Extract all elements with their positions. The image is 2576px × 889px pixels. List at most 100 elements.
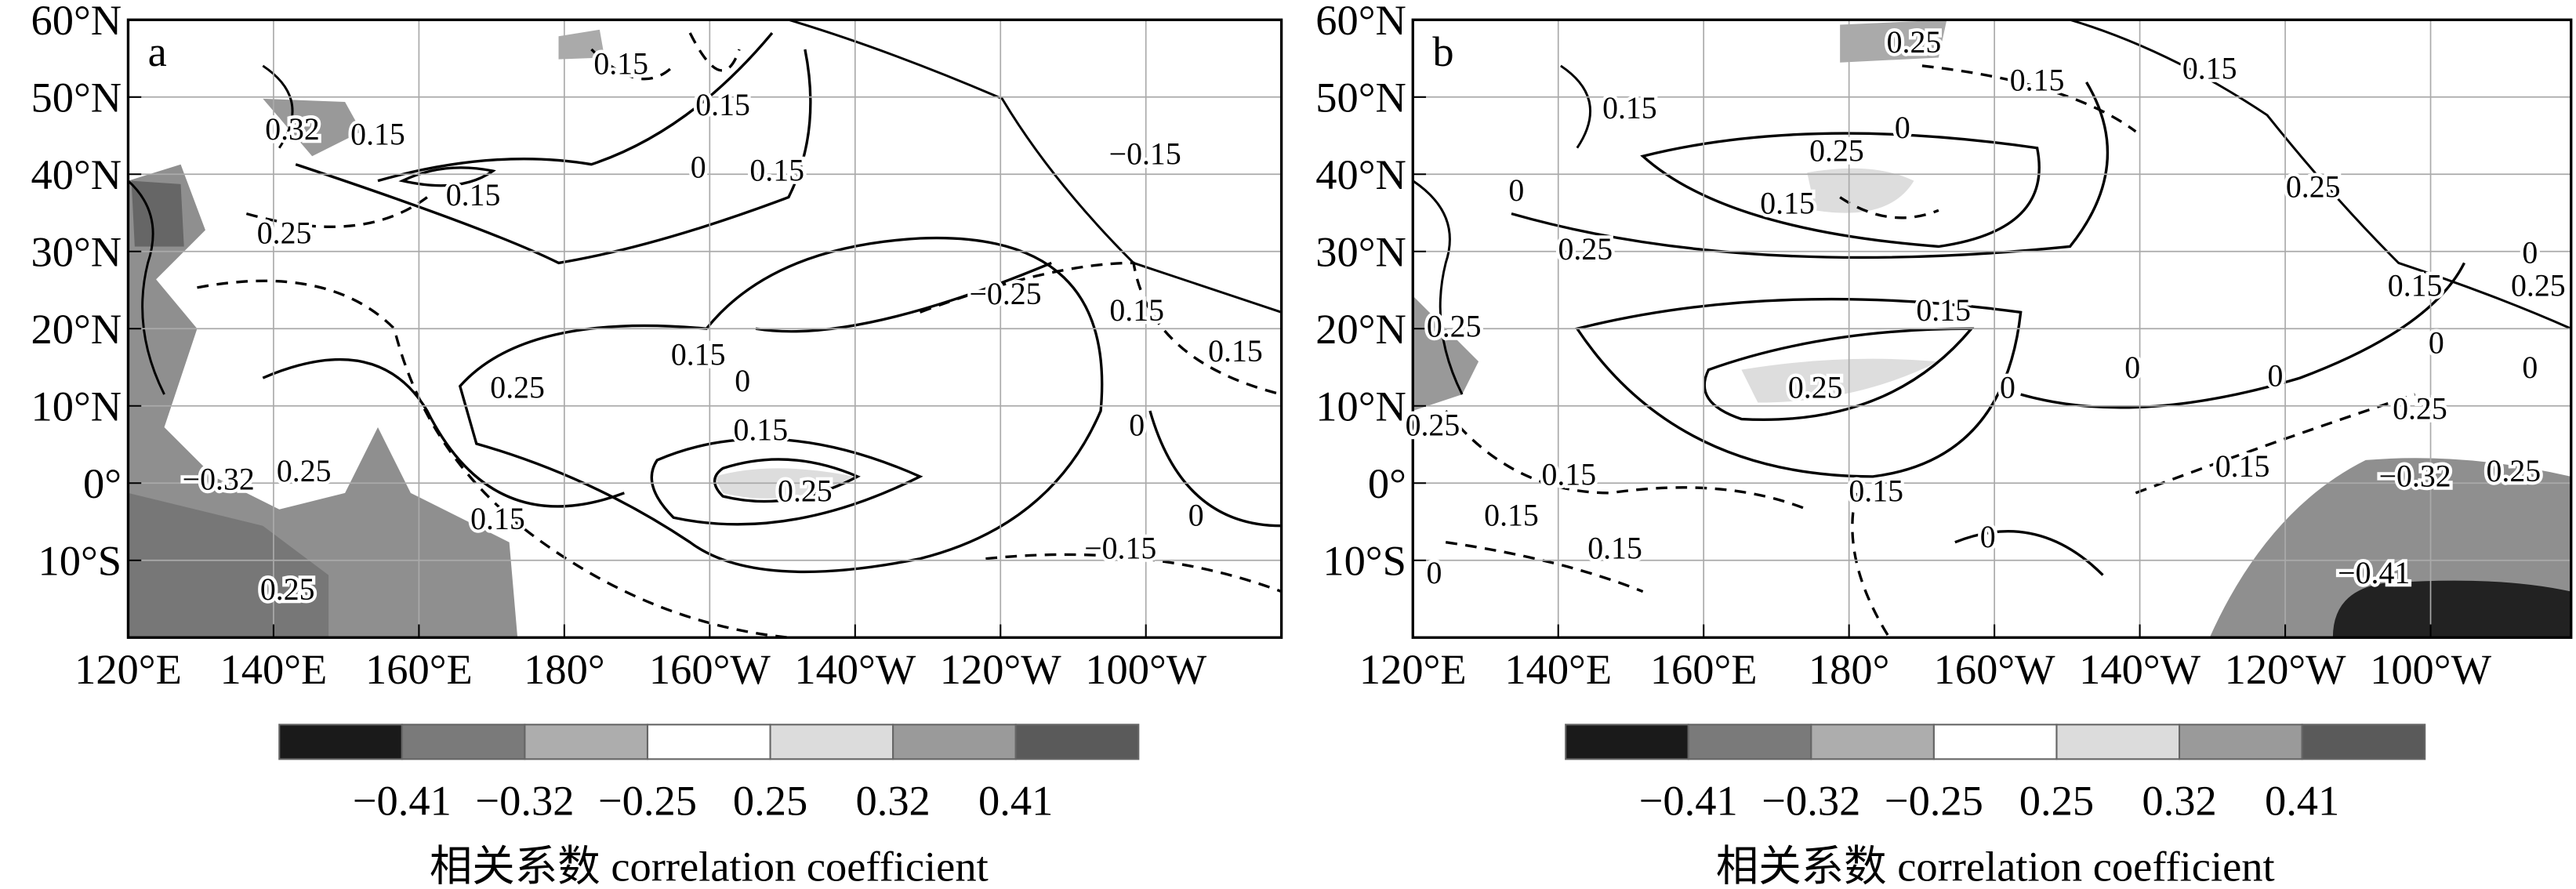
contour-label: 0	[1895, 111, 1910, 145]
contour-label: 0.15	[733, 413, 788, 448]
colorbar-box	[401, 724, 526, 760]
panel-label: b	[1432, 27, 1453, 75]
lat-tick-label: 50°N	[31, 74, 122, 122]
lon-tick-label: 120°E	[1359, 645, 1467, 693]
contour-label: 0.15	[2010, 63, 2065, 97]
contour-label: 0.25	[260, 572, 315, 607]
contour-label: 0	[2522, 235, 2538, 270]
colorbar-box	[1014, 724, 1140, 760]
contour-label: −0.41	[2338, 556, 2410, 590]
lat-tick-label: 10°N	[31, 383, 122, 430]
contour-label: −0.32	[2379, 459, 2451, 493]
contour-label: 0	[1980, 520, 1996, 554]
lon-tick-label: 120°W	[940, 645, 1061, 693]
lat-tick-label: 60°N	[31, 0, 122, 44]
lat-tick-label: 10°S	[1322, 537, 1406, 585]
contour-label: 0	[2429, 326, 2444, 361]
colorbar-label: 0.32	[855, 777, 930, 825]
contour-label: 0	[2000, 370, 2015, 405]
contour-label: 0.15	[1484, 499, 1539, 533]
lat-tick-label: 30°N	[31, 228, 122, 276]
lon-tick-label: 100°W	[2370, 645, 2491, 693]
colorbar-label: 0.41	[2265, 777, 2339, 825]
contour-label: 0.15	[1760, 187, 1815, 221]
contour-label: 0.25	[257, 216, 312, 250]
contour-label: 0	[1129, 408, 1145, 442]
colorbar-label: 0.25	[2019, 777, 2094, 825]
colorbar-label: −0.41	[1639, 777, 1738, 825]
contour-label: 0	[1188, 499, 1204, 533]
map-frame	[1411, 18, 2573, 639]
colorbar-box	[1810, 724, 1935, 760]
lon-tick-label: 160°E	[365, 645, 473, 693]
contour-label: 0	[1508, 173, 1524, 208]
contour-label: −0.15	[1109, 137, 1181, 172]
contour-label: 0.15	[2388, 268, 2443, 303]
colorbar-title: 相关系数 correlation coefficient	[1716, 842, 2275, 889]
contour-label: 0.25	[1788, 370, 1843, 405]
colorbar-label: 0.32	[2142, 777, 2216, 825]
contour-label: 0.25	[2393, 392, 2447, 426]
colorbar-label: −0.32	[475, 777, 574, 825]
colorbar-box	[278, 724, 403, 760]
contour-label: 0.25	[2487, 454, 2542, 488]
colorbar-box	[524, 724, 649, 760]
colorbar-box	[1565, 724, 1689, 760]
colorbar-label: 0.25	[733, 777, 807, 825]
contour-label: 0.25	[1427, 310, 1482, 344]
lat-tick-label: 10°N	[1315, 383, 1406, 430]
lon-tick-label: 120°W	[2225, 645, 2346, 693]
colorbar-box	[2178, 724, 2303, 760]
lon-tick-label: 180°	[524, 645, 605, 693]
contour-label: 0	[2268, 359, 2284, 394]
contour-label: 0	[2522, 350, 2538, 385]
contour-label: 0.15	[2182, 52, 2237, 86]
contour-label: 0.25	[1887, 25, 1942, 60]
lon-tick-label: 100°W	[1085, 645, 1206, 693]
lon-tick-label: 120°E	[74, 645, 182, 693]
lon-tick-label: 180°	[1809, 645, 1890, 693]
contour-label: 0.25	[1406, 408, 1460, 442]
lat-tick-label: 0°	[1368, 459, 1406, 507]
contour-label: 0.25	[277, 454, 332, 488]
lat-tick-label: 40°N	[31, 151, 122, 198]
contour-label: 0.25	[1558, 232, 1613, 267]
colorbar-box	[1932, 724, 2058, 760]
colorbar-title: 相关系数 correlation coefficient	[430, 842, 989, 889]
lat-tick-label: 30°N	[1315, 228, 1406, 276]
contour-label: 0.25	[2511, 268, 2566, 303]
colorbar-box	[769, 724, 894, 760]
contour-label: 0.15	[1602, 91, 1657, 125]
contour-label: 0	[2124, 350, 2140, 385]
colorbar-box	[2055, 724, 2181, 760]
contour-label: 0.15	[1916, 293, 1971, 328]
contour-label: 0.15	[446, 178, 501, 212]
contour-label: 0.15	[749, 154, 804, 188]
lat-tick-label: 50°N	[1315, 74, 1406, 122]
lat-tick-label: 20°N	[1315, 305, 1406, 353]
colorbar-box	[646, 724, 771, 760]
contour-label: 0.15	[593, 46, 648, 81]
lon-tick-label: 160°W	[1934, 645, 2055, 693]
colorbar-box	[2301, 724, 2426, 760]
lat-tick-label: 40°N	[1315, 151, 1406, 198]
contour-label: 0.15	[1542, 457, 1597, 492]
colorbar-box	[1687, 724, 1812, 760]
contour-label: 0.15	[1587, 532, 1642, 566]
panel-label: a	[148, 27, 167, 75]
contour-label: 0.15	[1208, 334, 1263, 368]
contour-label: 0	[1427, 556, 1442, 590]
contour-label: 0.25	[490, 370, 545, 405]
contour-label: 0.25	[778, 474, 833, 508]
colorbar-box	[892, 724, 1017, 760]
contour-label: −0.15	[1084, 532, 1156, 566]
colorbar-label: 0.41	[978, 777, 1053, 825]
contour-label: 0.32	[265, 112, 320, 147]
contour-label: 0.15	[1849, 474, 1903, 508]
lat-tick-label: 0°	[83, 459, 122, 507]
contour-label: 0.15	[671, 337, 726, 372]
lat-tick-label: 10°S	[38, 537, 122, 585]
lon-tick-label: 160°E	[1650, 645, 1758, 693]
contour-label: 0.15	[470, 502, 525, 536]
